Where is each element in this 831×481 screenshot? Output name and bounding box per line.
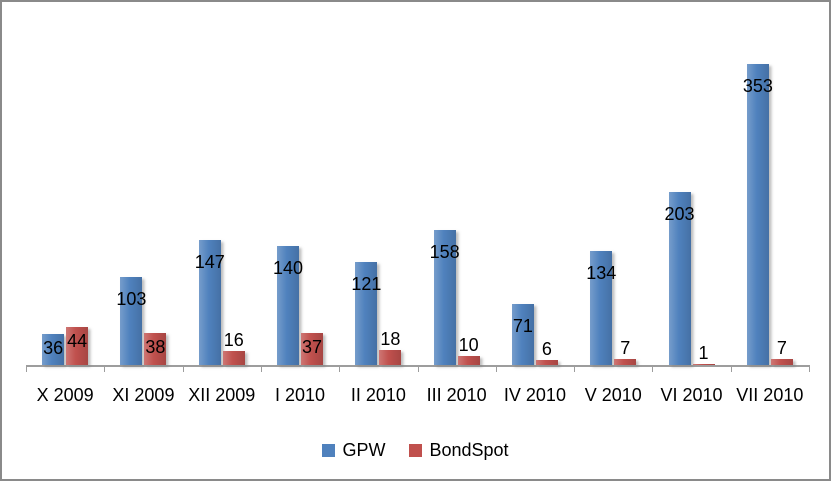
gpw-bar <box>590 250 613 365</box>
data-label: 38 <box>145 336 166 357</box>
x-axis-tick <box>260 365 262 372</box>
x-axis-label: XI 2009 <box>112 385 175 405</box>
data-label: 16 <box>223 330 244 351</box>
bondspot-bar <box>457 356 480 365</box>
x-axis-tick <box>104 365 106 372</box>
gpw-bar <box>668 191 691 365</box>
x-axis-label: IV 2010 <box>503 385 566 405</box>
gpw-bar <box>355 261 378 365</box>
data-label: 71 <box>512 316 533 337</box>
data-label: 121 <box>351 273 382 294</box>
gpw-bar <box>511 304 534 365</box>
x-axis-label: X 2009 <box>36 385 94 405</box>
x-axis-tick <box>652 365 654 372</box>
data-label: 36 <box>43 338 64 359</box>
data-label: 103 <box>116 289 147 310</box>
data-label: 1 <box>698 343 709 364</box>
bondspot-bar <box>222 351 245 365</box>
legend-swatch-gpw <box>322 443 336 457</box>
legend-swatch-bondspot <box>409 443 423 457</box>
legend-item-bondspot: BondSpot <box>409 440 509 460</box>
data-label: 7 <box>620 338 631 359</box>
bondspot-bar <box>535 359 558 365</box>
legend-item-gpw: GPW <box>322 441 385 459</box>
bondspot-bar <box>301 333 324 365</box>
x-axis-label: VI 2010 <box>660 385 723 405</box>
x-axis-tick <box>574 365 576 372</box>
data-label: 18 <box>380 328 401 349</box>
bondspot-bar <box>144 332 167 365</box>
bondspot-bar <box>379 349 402 365</box>
gpw-bar <box>746 64 769 365</box>
gpw-bar <box>120 277 143 365</box>
x-axis-label: VII 2010 <box>736 385 804 405</box>
data-label: 44 <box>67 331 88 352</box>
data-label: 353 <box>742 76 773 97</box>
x-axis-tick <box>182 365 184 372</box>
bondspot-bar <box>770 359 793 365</box>
x-axis-tick <box>730 365 732 372</box>
x-axis-tick <box>495 365 497 372</box>
data-label: 140 <box>273 257 304 278</box>
x-axis-label: III 2010 <box>426 385 487 405</box>
data-label: 147 <box>194 251 225 272</box>
data-label: 158 <box>429 242 460 263</box>
x-axis-tick <box>809 365 810 372</box>
x-axis-label: II 2010 <box>350 385 406 405</box>
bondspot-bar <box>614 359 637 365</box>
legend-label: GPW <box>342 440 386 460</box>
bondspot-bar <box>692 364 715 365</box>
legend-label: BondSpot <box>429 440 509 460</box>
bondspot-bar <box>66 327 89 365</box>
x-axis-tick <box>339 365 341 372</box>
gpw-bar <box>277 245 300 365</box>
data-label: 6 <box>541 338 552 359</box>
data-label: 134 <box>586 262 617 283</box>
x-axis-tick <box>26 365 27 372</box>
gpw-bar <box>433 230 456 365</box>
data-label: 7 <box>776 338 787 359</box>
data-label: 10 <box>458 335 479 356</box>
gpw-bar <box>42 334 65 365</box>
legend: GPW BondSpot <box>2 441 829 459</box>
gpw-bar <box>198 239 221 365</box>
data-label: 203 <box>664 203 695 224</box>
x-axis-tick <box>417 365 419 372</box>
x-axis-label: V 2010 <box>584 385 642 405</box>
data-label: 37 <box>302 337 323 358</box>
x-axis-label: I 2010 <box>275 385 326 405</box>
x-axis-label: XII 2009 <box>188 385 256 405</box>
